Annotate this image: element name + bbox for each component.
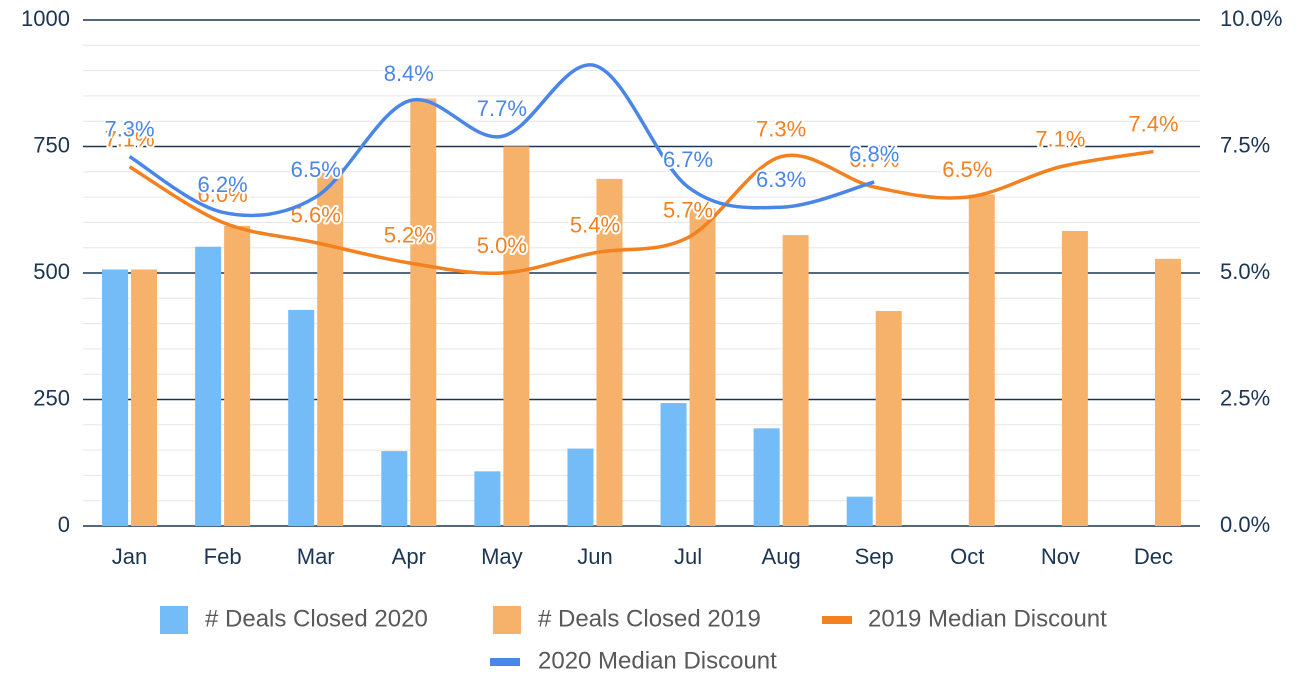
data-label: 7.7% xyxy=(477,96,527,121)
data-label: 6.3% xyxy=(756,167,806,192)
x-tick-label: Jul xyxy=(674,544,702,569)
bar xyxy=(195,246,222,527)
data-label: 7.3% xyxy=(104,116,154,141)
bar xyxy=(753,428,780,526)
y2-tick-label: 5.0% xyxy=(1220,259,1270,284)
legend-label: # Deals Closed 2020 xyxy=(205,605,428,632)
data-label: 6.7% xyxy=(663,147,713,172)
data-label: 7.3% xyxy=(756,116,806,141)
legend-label: # Deals Closed 2019 xyxy=(538,605,761,632)
bar xyxy=(317,167,344,526)
bar xyxy=(660,403,687,526)
data-label: 5.2% xyxy=(384,223,434,248)
bar xyxy=(474,471,501,526)
bar xyxy=(131,269,158,526)
bar xyxy=(224,225,251,526)
bar xyxy=(689,208,716,526)
legend-swatch xyxy=(493,606,521,634)
bar xyxy=(968,194,995,526)
data-label: 6.8% xyxy=(849,142,899,167)
bar xyxy=(782,235,809,527)
legend-swatch xyxy=(160,606,188,634)
bar xyxy=(846,496,873,526)
y-tick-label: 500 xyxy=(33,259,70,284)
y2-tick-label: 7.5% xyxy=(1220,132,1270,157)
x-tick-label: Aug xyxy=(762,544,801,569)
y2-tick-label: 10.0% xyxy=(1220,6,1282,31)
data-label: 5.4% xyxy=(570,213,620,238)
x-tick-label: Nov xyxy=(1041,544,1080,569)
line xyxy=(128,63,875,218)
data-label: 6.2% xyxy=(198,172,248,197)
y-tick-label: 1000 xyxy=(21,6,70,31)
bar xyxy=(875,310,902,526)
bar xyxy=(503,146,530,526)
legend-swatch xyxy=(822,616,852,624)
x-tick-label: Sep xyxy=(855,544,894,569)
data-label: 6.5% xyxy=(291,157,341,182)
data-label: 7.1% xyxy=(1035,127,1085,152)
data-label: 6.7% xyxy=(849,147,899,172)
bar xyxy=(381,451,408,526)
data-label: 7.1% xyxy=(104,127,154,152)
x-tick-label: Jan xyxy=(112,544,147,569)
bar xyxy=(288,309,315,526)
bar xyxy=(1061,231,1088,526)
x-tick-label: Jun xyxy=(577,544,612,569)
x-tick-label: Apr xyxy=(392,544,426,569)
bar xyxy=(596,178,623,526)
x-tick-label: Dec xyxy=(1134,544,1173,569)
bar xyxy=(1154,258,1181,526)
data-label: 5.7% xyxy=(663,197,713,222)
y2-tick-label: 0.0% xyxy=(1220,512,1270,537)
data-label: 5.0% xyxy=(477,233,527,258)
legend-label: 2019 Median Discount xyxy=(868,605,1107,632)
data-label: 7.4% xyxy=(1128,111,1178,136)
legend-swatch xyxy=(490,658,520,666)
data-label: 8.4% xyxy=(384,61,434,86)
y-tick-label: 250 xyxy=(33,385,70,410)
x-tick-label: Oct xyxy=(950,544,984,569)
bar xyxy=(567,448,594,526)
data-label: 6.5% xyxy=(942,157,992,182)
bar xyxy=(102,269,129,526)
line xyxy=(128,149,1154,276)
bar xyxy=(410,98,437,527)
x-tick-label: May xyxy=(481,544,523,569)
y2-tick-label: 2.5% xyxy=(1220,385,1270,410)
x-tick-label: Mar xyxy=(297,544,335,569)
y-tick-label: 750 xyxy=(33,132,70,157)
x-tick-label: Feb xyxy=(204,544,242,569)
legend-label: 2020 Median Discount xyxy=(538,647,777,674)
y-tick-label: 0 xyxy=(58,512,70,537)
